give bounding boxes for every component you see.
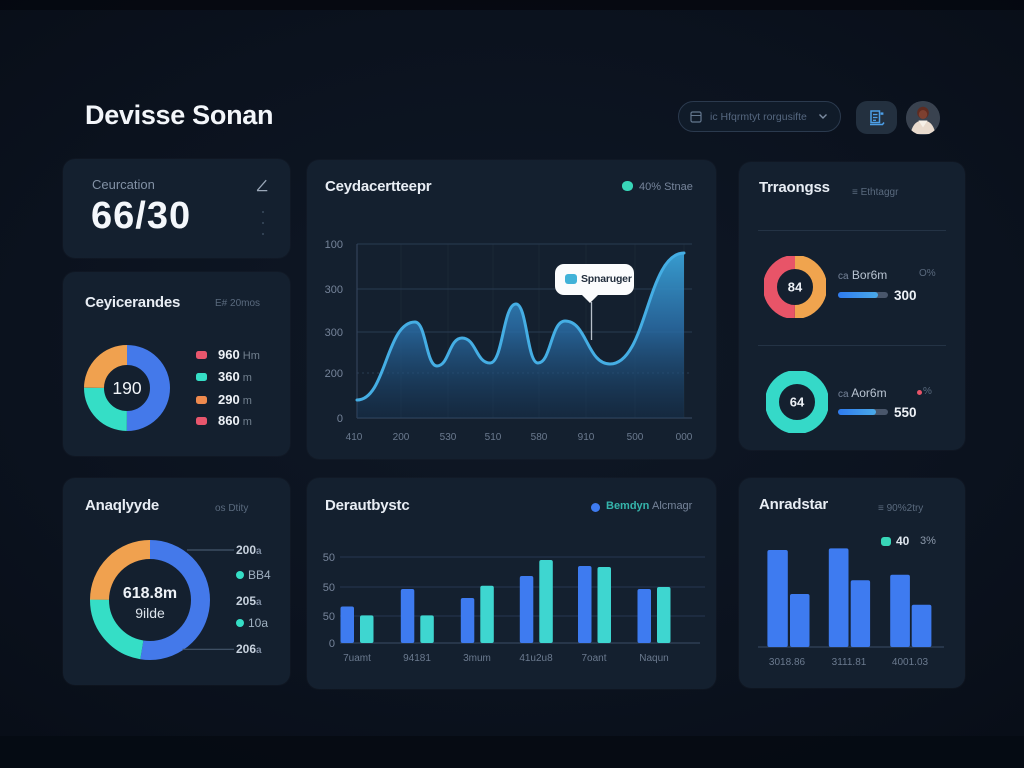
svg-text:510: 510 [485,432,502,443]
svg-text:910: 910 [578,432,595,443]
svg-text:3018.86: 3018.86 [769,657,806,668]
svg-text:4001.03: 4001.03 [892,657,929,668]
svg-text:50: 50 [323,611,335,623]
svg-text:200: 200 [325,368,343,380]
svg-text:41u2u8: 41u2u8 [519,653,553,664]
svg-text:7uamt: 7uamt [343,653,371,664]
svg-text:000: 000 [676,432,693,443]
svg-text:3mum: 3mum [463,653,491,664]
svg-text:580: 580 [531,432,548,443]
svg-text:300: 300 [325,327,343,339]
svg-text:Naqun: Naqun [639,653,668,664]
svg-text:84: 84 [788,280,803,295]
svg-text:190: 190 [112,378,141,398]
svg-text:500: 500 [627,432,644,443]
svg-text:3111.81: 3111.81 [832,657,867,668]
svg-text:200: 200 [393,432,410,443]
svg-text:0: 0 [329,638,335,650]
svg-text:0: 0 [337,413,343,425]
svg-text:618.8m: 618.8m [123,585,177,602]
svg-text:300: 300 [325,284,343,296]
svg-text:100: 100 [325,239,343,251]
svg-text:64: 64 [790,395,805,410]
svg-text:410: 410 [346,432,363,443]
svg-text:50: 50 [323,552,335,564]
svg-text:9ilde: 9ilde [135,605,165,621]
svg-text:530: 530 [440,432,457,443]
svg-text:50: 50 [323,582,335,594]
svg-text:94181: 94181 [403,653,431,664]
svg-text:7oant: 7oant [581,653,606,664]
